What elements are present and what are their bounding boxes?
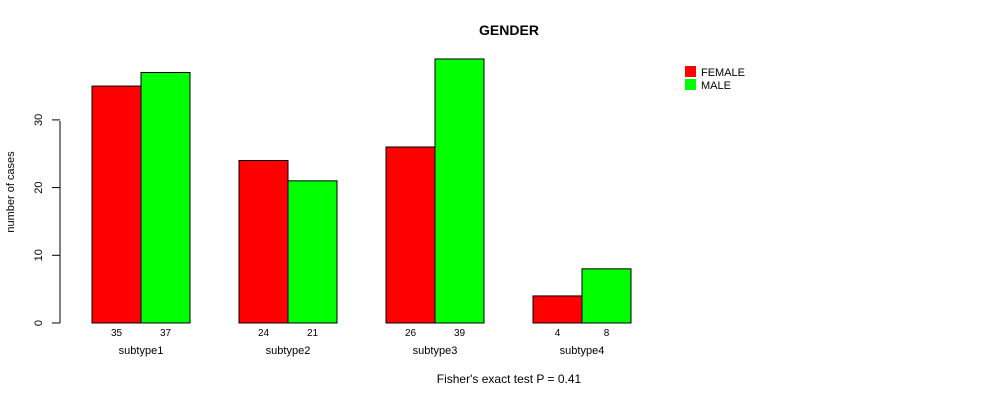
legend-label-male: MALE bbox=[701, 80, 731, 92]
bar-subtype2-female bbox=[238, 160, 289, 324]
bar-value-label: 39 bbox=[454, 328, 466, 339]
bar-subtype3-male bbox=[434, 58, 485, 324]
y-tick-label: 0 bbox=[33, 320, 45, 326]
bar-subtype4-male bbox=[581, 268, 632, 324]
bar-subtype1-female bbox=[91, 85, 142, 324]
y-tick-label: 10 bbox=[33, 249, 45, 261]
bar-value-label: 35 bbox=[111, 328, 123, 339]
bar-subtype3-female bbox=[385, 146, 436, 324]
category-label-subtype1: subtype1 bbox=[119, 345, 164, 357]
bar-value-label: 4 bbox=[555, 328, 561, 339]
legend-swatch-female bbox=[685, 66, 696, 77]
y-tick-label: 20 bbox=[33, 181, 45, 193]
footnote: Fisher's exact test P = 0.41 bbox=[437, 372, 582, 386]
bar-subtype4-female bbox=[532, 295, 583, 324]
category-label-subtype3: subtype3 bbox=[413, 345, 458, 357]
legend-label-female: FEMALE bbox=[701, 67, 745, 79]
legend-swatch-male bbox=[685, 79, 696, 90]
bar-value-label: 21 bbox=[307, 328, 319, 339]
bar-value-label: 37 bbox=[160, 328, 172, 339]
bar-subtype2-male bbox=[287, 180, 338, 324]
y-tick-label: 30 bbox=[33, 114, 45, 126]
category-labels: subtype1 subtype2 subtype3 subtype4 bbox=[119, 345, 605, 357]
y-axis-label: number of cases bbox=[5, 151, 17, 233]
value-labels: 35 37 24 21 26 39 4 8 bbox=[111, 328, 610, 339]
bar-subtype1-male bbox=[140, 72, 191, 324]
bar-value-label: 8 bbox=[604, 328, 610, 339]
y-ticks: 0 10 20 30 bbox=[33, 114, 60, 326]
bars bbox=[91, 58, 632, 324]
category-label-subtype2: subtype2 bbox=[266, 345, 311, 357]
bar-value-label: 24 bbox=[258, 328, 270, 339]
category-label-subtype4: subtype4 bbox=[560, 345, 605, 357]
chart-title: GENDER bbox=[479, 22, 539, 38]
bar-value-label: 26 bbox=[405, 328, 417, 339]
